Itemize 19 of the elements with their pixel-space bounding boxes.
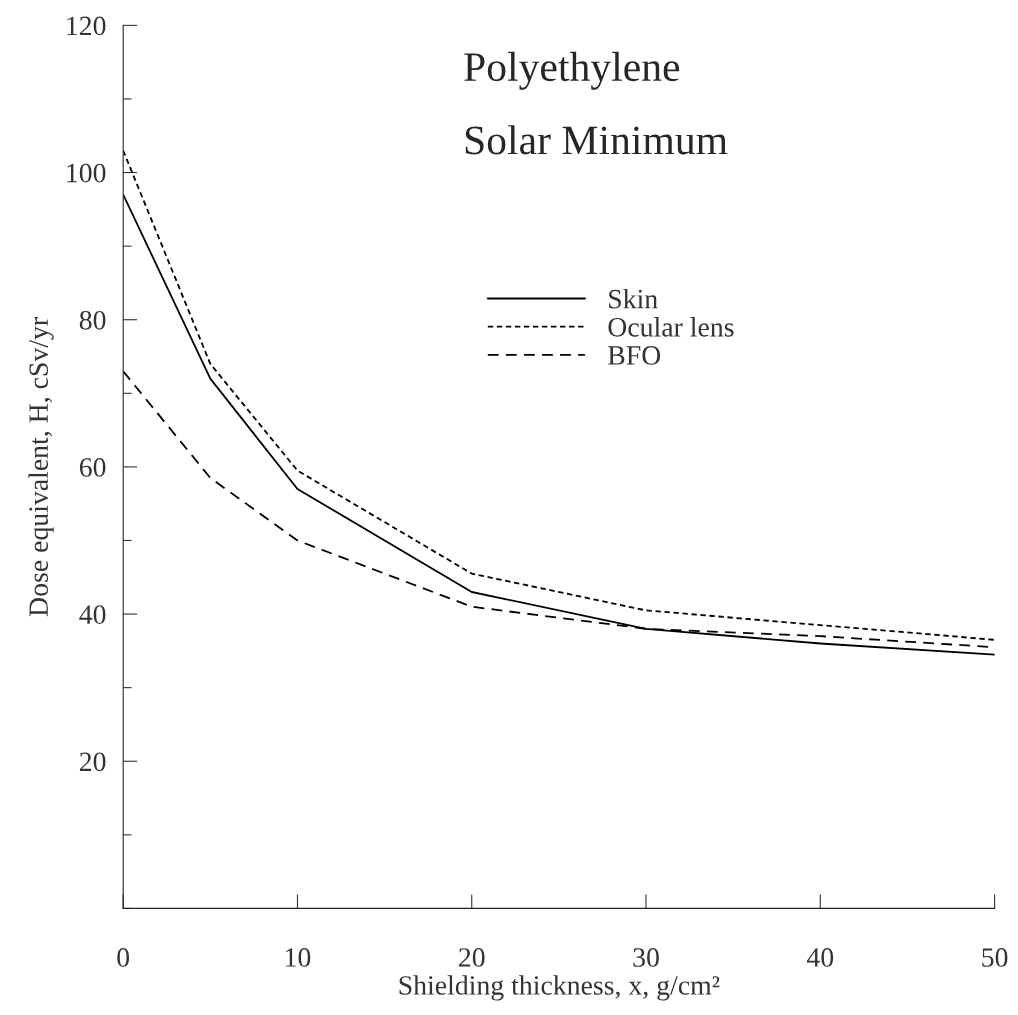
x-tick-label: 20	[459, 948, 485, 967]
x-tick-label: 30	[633, 948, 659, 967]
y-axis-title: Dose equivalent, H, cSv/yr	[28, 317, 54, 617]
y-tick-label: 100	[67, 163, 106, 183]
annotation: Polyethylene	[464, 51, 680, 90]
y-tick-label: 120	[67, 16, 106, 36]
legend-label: Ocular lens	[608, 317, 734, 337]
y-tick-label: 60	[79, 458, 106, 477]
x-axis-title: Shielding thickness, x, g/cm²	[399, 975, 720, 1001]
x-tick-label: 50	[982, 948, 1008, 967]
y-tick-label: 80	[79, 310, 106, 330]
x-tick-label: 0	[117, 948, 130, 967]
x-tick-label: 10	[286, 948, 311, 967]
x-tick-label: 40	[806, 948, 834, 967]
legend-label: Skin	[609, 288, 658, 309]
annotation: Solar Minimum	[465, 125, 728, 155]
y-tick-label: 20	[79, 752, 106, 772]
y-tick-label: 40	[79, 605, 106, 624]
legend-label: BFO	[608, 346, 661, 365]
